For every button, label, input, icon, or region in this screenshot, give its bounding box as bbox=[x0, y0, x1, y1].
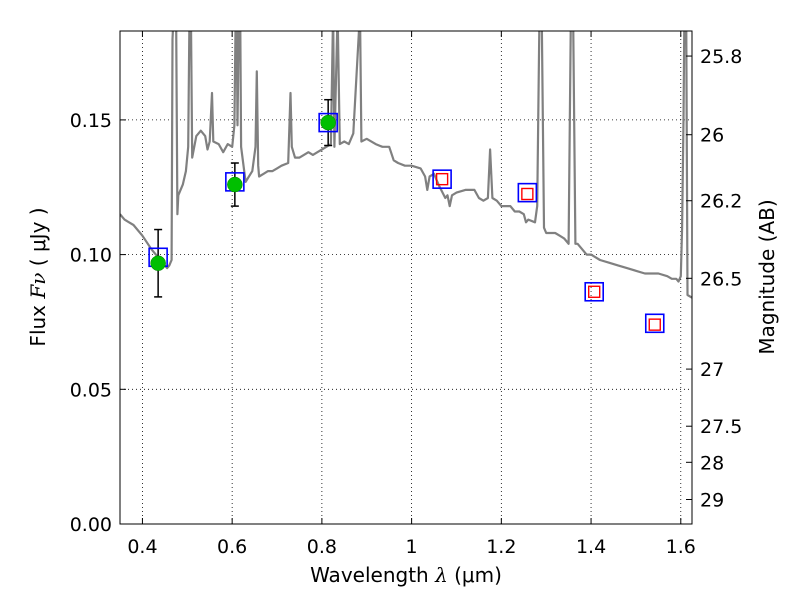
x-tick-label: 0.4 bbox=[127, 536, 157, 558]
observed-marker bbox=[227, 176, 243, 193]
y2-tick-label: 28 bbox=[700, 452, 724, 474]
model-band-marker bbox=[644, 313, 665, 334]
template-spectrum-line bbox=[120, 31, 692, 299]
predicted-marker bbox=[521, 187, 534, 201]
y2-tick-label: 29 bbox=[700, 489, 724, 511]
y2-tick-label: 26 bbox=[700, 125, 724, 147]
model-band-marker bbox=[584, 281, 604, 302]
observed-marker bbox=[150, 255, 166, 271]
y-axis-ticks: 0.00 0.05 0.10 0.15 bbox=[70, 110, 126, 536]
y2-tick-label: 27.5 bbox=[700, 416, 742, 438]
y-tick-label: 0.00 bbox=[70, 514, 112, 536]
template-spectrum bbox=[120, 31, 692, 299]
plot-area bbox=[120, 31, 692, 524]
y2-tick-label: 26.5 bbox=[700, 268, 742, 290]
x-tick-label: 1.2 bbox=[486, 536, 516, 558]
predicted-marker bbox=[648, 318, 661, 331]
y-tick-label: 0.15 bbox=[70, 110, 112, 132]
y2-tick-label: 25.8 bbox=[700, 46, 742, 68]
y-axis-label: Flux Fν ( μJy ) bbox=[26, 207, 50, 346]
model-band-marker bbox=[517, 182, 538, 203]
x-tick-label: 0.6 bbox=[217, 536, 247, 558]
y2-axis-label: Magnitude (AB) bbox=[755, 199, 779, 354]
x-tick-label: 1.6 bbox=[666, 536, 696, 558]
x-tick-label: 1 bbox=[406, 536, 418, 558]
predicted-points bbox=[435, 172, 661, 331]
y-tick-label: 0.10 bbox=[70, 245, 112, 267]
plot-frame bbox=[119, 30, 693, 525]
x-tick-label: 0.8 bbox=[307, 536, 337, 558]
predicted-marker bbox=[435, 172, 449, 186]
x-axis-label: Wavelength λ (μm) bbox=[310, 563, 502, 587]
y-tick-label: 0.05 bbox=[70, 379, 112, 401]
grid-lines bbox=[120, 31, 692, 524]
y2-tick-label: 26.2 bbox=[700, 191, 742, 213]
observed-points bbox=[150, 114, 336, 271]
y2-axis-ticks: 25.8 26 26.2 26.5 27 27.5 28 29 bbox=[686, 46, 742, 511]
model-band-marker bbox=[432, 169, 452, 189]
predicted-marker bbox=[587, 285, 601, 298]
x-tick-label: 1.4 bbox=[576, 536, 606, 558]
x-axis-ticks: 0.4 0.6 0.8 1 1.2 1.4 1.6 bbox=[127, 31, 696, 558]
observed-marker bbox=[320, 114, 336, 131]
y2-tick-label: 27 bbox=[700, 359, 724, 381]
model-band-marker bbox=[318, 112, 338, 133]
